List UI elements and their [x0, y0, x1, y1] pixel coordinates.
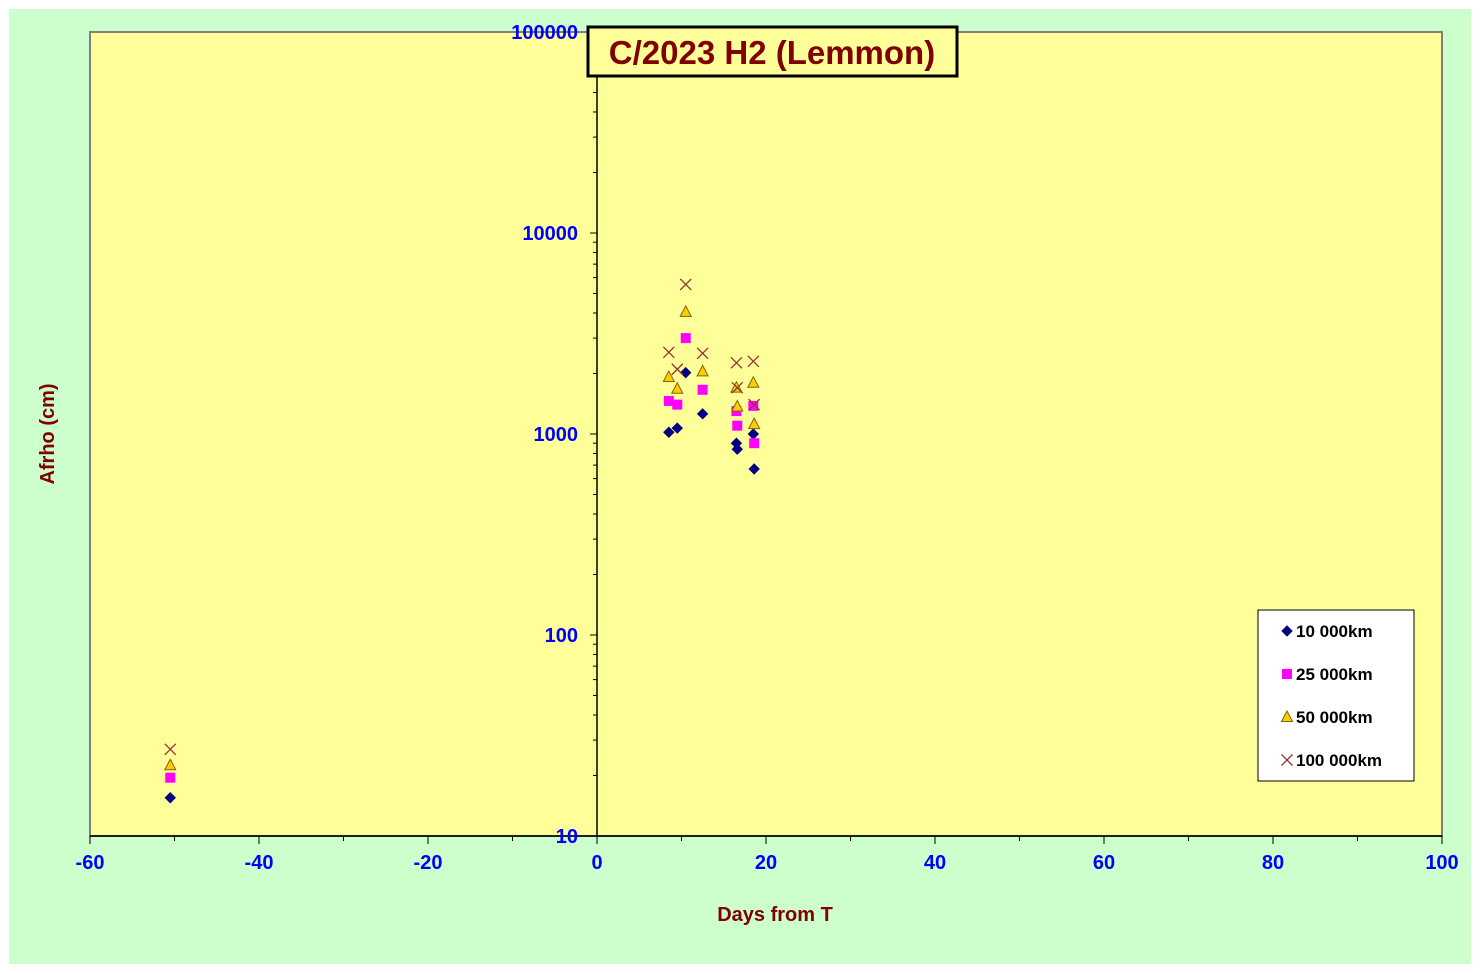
y-tick-label: 100 — [545, 625, 578, 647]
data-point — [679, 304, 693, 317]
data-point — [732, 420, 743, 431]
data-markers — [163, 278, 761, 804]
x-tick-label: -60 — [76, 852, 105, 874]
x-tick-label: 40 — [924, 852, 946, 874]
y-tick-labels: 10 100 1000 10000 100000 — [511, 22, 578, 848]
x-axis-title: Days from T — [717, 904, 833, 926]
legend-marker — [1281, 754, 1293, 766]
y-axis-title: Afrho (cm) — [37, 383, 59, 484]
x-tick-label: 0 — [591, 852, 602, 874]
x-marker-stroke — [662, 346, 675, 359]
data-point — [730, 356, 743, 369]
series-4 — [164, 278, 761, 756]
x-tick-label: 100 — [1425, 852, 1458, 874]
data-point — [662, 346, 675, 359]
legend-label: 25 000km — [1296, 665, 1373, 684]
axes — [89, 31, 1443, 844]
x-marker-stroke — [730, 356, 743, 369]
data-point — [671, 363, 684, 376]
data-point — [680, 366, 692, 379]
y-tick-label: 1000 — [534, 424, 579, 446]
x-tick-label: 60 — [1093, 852, 1115, 874]
legend-label: 100 000km — [1296, 751, 1382, 770]
x-marker-stroke — [748, 398, 761, 411]
x-marker-stroke — [1281, 754, 1293, 766]
plot-area — [89, 31, 1443, 837]
data-point — [748, 463, 760, 475]
x-marker-stroke — [671, 363, 684, 376]
legend-marker — [1281, 625, 1293, 637]
series-1 — [164, 366, 760, 804]
data-point — [747, 417, 761, 430]
data-point — [731, 381, 744, 394]
data-point — [165, 772, 176, 783]
x-tick-label: -40 — [245, 852, 274, 874]
data-point — [164, 743, 177, 756]
x-marker-stroke — [696, 347, 709, 360]
x-marker-stroke — [164, 743, 177, 756]
series-3 — [163, 304, 761, 771]
data-point — [730, 399, 744, 412]
legend-label: 10 000km — [1296, 622, 1373, 641]
legend-marker — [1282, 669, 1292, 679]
data-point — [163, 758, 177, 771]
data-point — [679, 278, 692, 291]
legend-marker — [1280, 709, 1294, 722]
chart-title: C/2023 H2 (Lemmon) — [609, 34, 935, 71]
legend: 10 000km 25 000km 50 000km 100 000km — [1257, 609, 1415, 782]
y-tick-label: 10 — [556, 826, 578, 848]
data-point — [748, 398, 761, 411]
data-point — [746, 375, 760, 388]
data-point — [663, 426, 675, 438]
x-marker-stroke — [731, 381, 744, 394]
data-point — [731, 443, 743, 455]
data-point — [749, 438, 760, 449]
x-tick-labels: -60 -40 -20 0 20 40 60 80 100 — [76, 852, 1459, 874]
data-point — [697, 384, 708, 395]
data-point — [671, 422, 683, 434]
x-tick-label: 20 — [755, 852, 777, 874]
title-box: C/2023 H2 (Lemmon) — [586, 25, 959, 78]
data-point — [670, 381, 684, 394]
data-point — [696, 408, 709, 420]
data-point — [680, 333, 691, 344]
data-point — [164, 792, 176, 804]
data-point — [663, 395, 674, 406]
x-marker-stroke — [679, 278, 692, 291]
x-tick-label: -20 — [414, 852, 443, 874]
x-marker-stroke — [747, 355, 760, 368]
data-point — [696, 364, 709, 377]
data-point — [662, 369, 676, 383]
legend-label: 50 000km — [1296, 708, 1373, 727]
y-tick-label: 10000 — [522, 223, 578, 245]
data-point — [672, 399, 683, 410]
data-point — [747, 355, 760, 368]
data-point — [696, 347, 709, 360]
x-tick-label: 80 — [1262, 852, 1284, 874]
y-tick-label: 100000 — [511, 22, 578, 44]
